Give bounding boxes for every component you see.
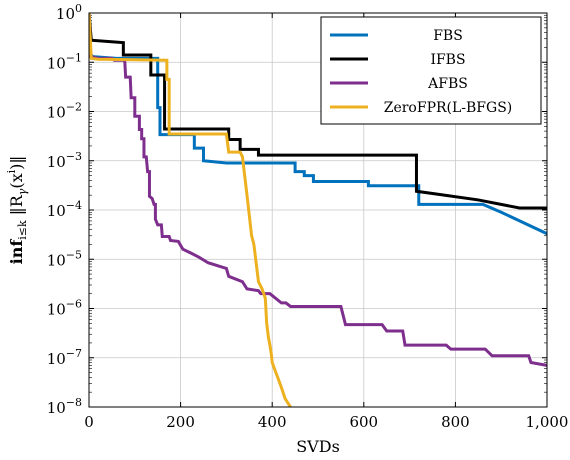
x-tick-label: 0 [84,413,94,431]
y-tick-label: 10−2 [47,101,82,122]
x-tick-label: 1,000 [526,413,569,431]
y-tick-label: 100 [56,2,82,23]
x-axis-label: SVDs [296,437,340,456]
legend: FBS IFBS AFBS ZeroFPR(L-BFGS) [320,16,542,125]
x-axis: 0 200 400 600 800 1,000 [84,13,568,431]
y-label-inf: inf [7,239,26,265]
y-label-open: (x [7,173,26,188]
y-tick-label: 10−5 [47,248,82,269]
svg-text:infi≤k ‖Rγ(xi)‖: infi≤k ‖Rγ(xi)‖ [5,156,29,265]
y-tick-label: 10−4 [47,199,82,220]
series-line-fbs [89,13,547,236]
legend-label-ifbs: IFBS [430,52,465,68]
y-label-mid: ‖R [7,194,26,220]
y-axis-label: infi≤k ‖Rγ(xi)‖ [5,156,29,265]
series-group [89,13,547,407]
x-tick-label: 800 [441,413,470,431]
x-tick-label: 400 [258,413,287,431]
legend-label-afbs: AFBS [427,76,468,92]
legend-label-zerofpr-l-bfgs: ZeroFPR(L-BFGS) [384,100,513,116]
y-tick-label: 10−6 [47,298,82,319]
y-label-sup: i [5,169,18,173]
legend-label-fbs: FBS [433,28,463,44]
y-label-gamma: γ [16,188,29,195]
y-label-sub: i≤k [16,220,29,240]
y-tick-label: 10−1 [47,51,82,72]
y-label-close: )‖ [7,156,26,170]
y-axis: 100 10−1 10−2 10−3 10−4 10−5 10−6 10−7 10−8 [47,2,547,417]
y-tick-label: 10−8 [47,396,82,417]
series-line-ifbs [89,13,547,210]
y-tick-label: 10−7 [47,347,82,368]
x-tick-label: 600 [349,413,378,431]
y-tick-label: 10−3 [47,150,82,171]
series-line-afbs [89,13,547,367]
x-tick-label: 200 [166,413,195,431]
series-line-zerofpr-l-bfgs [89,13,292,407]
